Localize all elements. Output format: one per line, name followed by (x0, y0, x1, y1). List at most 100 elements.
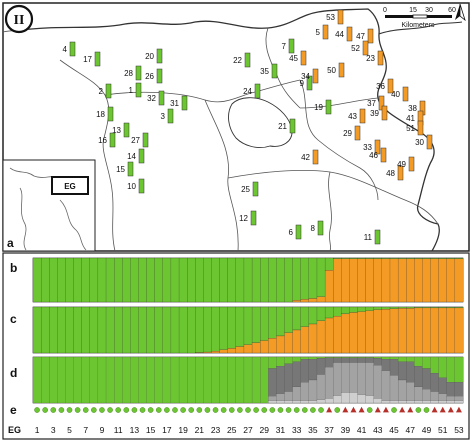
x-tick-label: 7 (83, 425, 88, 435)
row-d-bar-dark-gray (438, 377, 448, 394)
row-c-bar-orange (454, 307, 464, 354)
x-tick-label: 15 (146, 425, 156, 435)
row-d-bar-mid-gray (349, 362, 358, 393)
row-d-bar-mid-gray (357, 362, 367, 395)
row-d-bar-green (154, 356, 164, 404)
marker-triangle (382, 406, 389, 413)
row-c-bar-green (268, 306, 277, 339)
site-marker-25: 25 (241, 181, 259, 197)
row-d-bar-dark-gray (316, 358, 326, 375)
marker-triangle (358, 406, 365, 413)
site-label: 28 (124, 69, 133, 78)
north-arrow-right (459, 3, 466, 22)
row-c-bar-green (114, 306, 123, 354)
site-marker-46: 46 (369, 147, 387, 163)
row-d-bar-green (187, 356, 196, 404)
site-bar (346, 26, 353, 42)
site-bar (254, 83, 261, 99)
site-marker-6: 6 (289, 224, 302, 240)
row-c-bar-orange (414, 307, 423, 354)
row-d-bar-light-gray (349, 392, 358, 404)
row-d-bar-green (227, 356, 237, 404)
marker-circle (391, 407, 397, 413)
row-d-bar-green (365, 356, 375, 359)
scalebar-tick: 60 (448, 7, 456, 14)
row-d-bar-green (32, 356, 42, 404)
marker-circle (334, 407, 341, 413)
row-c-bar-green (389, 306, 399, 309)
row-c-bar-orange (227, 348, 237, 354)
marker-circle (318, 407, 324, 413)
site-marker-9: 9 (300, 75, 313, 91)
site-marker-44: 44 (335, 26, 353, 42)
row-d-bar-mid-gray (389, 375, 399, 401)
row-d-bar-green (81, 356, 91, 404)
row-b-bar-orange (454, 258, 464, 303)
x-tick-label: 17 (162, 425, 172, 435)
site-marker-34: 34 (301, 68, 319, 84)
site-bar (244, 52, 251, 68)
row-c-bar-green (65, 306, 74, 354)
row-c-bar-green (251, 306, 261, 344)
row-d-bar-mid-gray (446, 396, 456, 401)
site-bar (69, 41, 76, 57)
row-d-bar-dark-gray (292, 361, 302, 388)
row-c-bar-orange (292, 329, 302, 354)
row-b-bar-green (316, 257, 326, 297)
marker-circle (107, 407, 113, 413)
row-b-bar-green (357, 257, 367, 260)
row-b-bar-orange (349, 258, 358, 303)
row-d-bar-light-gray (316, 399, 326, 404)
row-d-bar-light-gray (333, 395, 342, 404)
row-b-bar-green (81, 257, 91, 303)
x-tick-label: 3 (51, 425, 56, 435)
structure-row-c (32, 306, 464, 354)
site-label: 30 (415, 138, 424, 147)
row-d-bar-green (73, 356, 83, 404)
site-bar (105, 83, 112, 99)
site-label: 19 (314, 103, 323, 112)
site-bar (107, 106, 114, 122)
row-d-bar-light-gray (268, 400, 277, 404)
row-c-bar-green (292, 306, 302, 331)
row-c-bar-orange (357, 311, 367, 354)
row-b-bar-green (324, 257, 334, 271)
row-b-bar-orange (324, 270, 334, 303)
row-c-bar-green (122, 306, 131, 354)
region-border (59, 59, 116, 252)
marker-circle (172, 407, 178, 413)
row-b-bar-green (414, 257, 423, 260)
site-label: 32 (147, 94, 156, 103)
marker-circle (82, 407, 89, 413)
site-label: 42 (301, 153, 310, 162)
row-d-bar-mid-gray (373, 365, 383, 399)
site-label: 23 (366, 54, 375, 63)
row-b-bar-green (170, 257, 180, 303)
row-b-bar-green (389, 257, 399, 260)
x-tick-label: 25 (227, 425, 237, 435)
site-bar (135, 82, 142, 98)
marker-circle (34, 407, 40, 413)
site-bar (426, 134, 433, 150)
row-c-bar-orange (316, 320, 326, 354)
site-bar (158, 90, 165, 106)
site-marker-23: 23 (366, 50, 384, 66)
row-c-bar-orange (276, 335, 285, 354)
row-c-bar-orange (203, 351, 212, 354)
row-d-bar-light-gray (397, 400, 407, 404)
row-b-bar-orange (365, 258, 375, 303)
site-label: 29 (343, 129, 352, 138)
x-tick-label: 9 (100, 425, 105, 435)
site-label: 11 (364, 233, 373, 242)
site-bar (374, 229, 381, 245)
marker-circle (99, 407, 105, 413)
marker-triangle (447, 406, 454, 413)
row-c-bar-orange (308, 323, 318, 354)
site-label: 44 (335, 30, 344, 39)
row-d-bar-green (373, 356, 383, 359)
row-c-bar-green (446, 306, 456, 309)
row-d-bar-dark-gray (454, 382, 464, 397)
site-label: 48 (386, 169, 395, 178)
row-b-bar-green (308, 257, 318, 299)
